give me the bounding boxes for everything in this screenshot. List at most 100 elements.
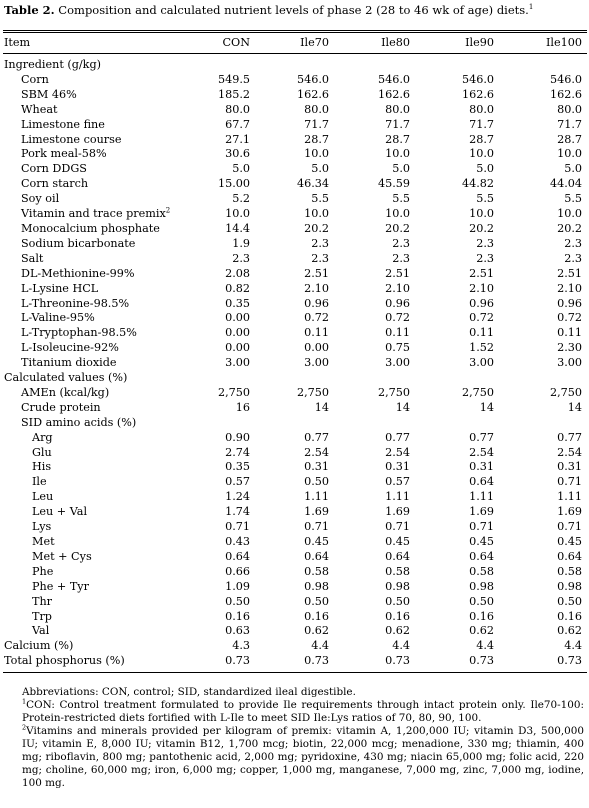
row-label: Monocalcium phosphate [4, 222, 192, 237]
row-label: Wheat [4, 103, 192, 118]
row-label-text: Phe + Tyr [32, 579, 89, 593]
cell-value: 28.7 [304, 132, 329, 146]
cell-value: 0.73 [304, 654, 329, 668]
cell-value: 2.54 [469, 445, 494, 459]
row-label: Thr [4, 595, 192, 610]
cell-value: 28.7 [557, 132, 582, 146]
cell-value: 27.1 [225, 132, 250, 146]
cell-value: 0.66 [225, 564, 250, 578]
table-row: Salt 2.3 2.3 2.3 2.3 2.3 [4, 252, 582, 267]
row-label-text: SBM 46% [21, 87, 77, 101]
cell-value: 2.30 [557, 341, 582, 355]
cell-value: 0.50 [304, 594, 329, 608]
row-label-text: L-Valine-95% [21, 311, 95, 325]
table-title: Composition and calculated nutrient leve… [54, 3, 529, 17]
cell-value: 0.62 [304, 624, 329, 638]
cell-value: 162.6 [296, 87, 329, 101]
cell-value: 2.54 [557, 445, 582, 459]
row-label-text: Glu [32, 445, 52, 459]
table-body: Ingredient (g/kg) Corn 549.5 546.0 546.0 546… [4, 52, 582, 669]
row-label: Phe + Tyr [4, 580, 192, 595]
table-footnotes: Abbreviations: CON, control; SID, standa… [4, 686, 584, 790]
row-label-text: Limestone fine [21, 117, 105, 131]
row-label-text: Monocalcium phosphate [21, 221, 160, 235]
cell-value: 2.3 [476, 251, 494, 265]
row-label-text: L-Isoleucine-92% [21, 341, 119, 355]
footnote-2-text: Vitamins and minerals provided per kilog… [22, 725, 584, 789]
row-label: Glu [4, 446, 192, 461]
cell-value: 44.04 [549, 177, 582, 191]
table-row: Corn DDGS 5.0 5.0 5.0 5.0 5.0 [4, 162, 582, 177]
table-row: Pork meal-58% 30.6 10.0 10.0 10.0 10.0 [4, 147, 582, 162]
header-row: Item CON Ile70 Ile80 Ile90 Ile100 [4, 33, 582, 52]
row-label: Calcium (%) [4, 639, 192, 654]
row-label: Leu + Val [4, 505, 192, 520]
cell-value: 2.10 [385, 281, 410, 295]
cell-value: 1.52 [469, 341, 494, 355]
cell-value: 0.31 [469, 460, 494, 474]
header-item: Item [4, 36, 31, 49]
cell-value: 0.64 [304, 549, 329, 563]
cell-value: 2,750 [461, 385, 494, 399]
row-label: His [4, 460, 192, 475]
cell-value: 1.69 [304, 505, 329, 519]
cell-value: 80.0 [304, 102, 329, 116]
cell-value: 45.59 [377, 177, 410, 191]
cell-value: 0.96 [385, 296, 410, 310]
cell-value: 0.71 [557, 475, 582, 489]
cell-value: 10.0 [469, 207, 494, 221]
row-label: Ile [4, 475, 192, 490]
section-row-ingredients: Ingredient (g/kg) [4, 58, 582, 73]
table-row: Leu + Val 1.74 1.69 1.69 1.69 1.69 [4, 505, 582, 520]
table-row: Monocalcium phosphate 14.4 20.2 20.2 20.2 20.… [4, 222, 582, 237]
cell-value: 2.10 [469, 281, 494, 295]
cell-value: 0.64 [469, 549, 494, 563]
cell-value: 0.71 [469, 520, 494, 534]
cell-value: 10.0 [385, 207, 410, 221]
cell-value: 185.2 [217, 87, 250, 101]
cell-value: 0.50 [385, 594, 410, 608]
row-label-text: Trp [32, 609, 52, 623]
table-row: L-Tryptophan-98.5% 0.00 0.11 0.11 0.11 0.11 [4, 326, 582, 341]
cell-value: 5.0 [232, 162, 250, 176]
section-sid-amino-acids-label: SID amino acids (%) [21, 415, 137, 429]
row-label: Phe [4, 565, 192, 580]
cell-value: 2.51 [304, 266, 329, 280]
row-label-text: Leu + Val [32, 505, 88, 519]
cell-value: 80.0 [557, 102, 582, 116]
cell-value: 2.3 [311, 236, 329, 250]
table-row: Val 0.63 0.62 0.62 0.62 0.62 [4, 624, 582, 639]
row-label-text: Val [32, 624, 50, 638]
row-label-text: Calcium (%) [4, 639, 74, 653]
cell-value: 10.0 [557, 207, 582, 221]
cell-value: 0.64 [557, 549, 582, 563]
table-row: SBM 46% 185.2 162.6 162.6 162.6 162.6 [4, 88, 582, 103]
cell-value: 2.3 [564, 251, 582, 265]
cell-value: 0.72 [469, 311, 494, 325]
table-row: Sodium bicarbonate 1.9 2.3 2.3 2.3 2.3 [4, 237, 582, 252]
row-label-text: Titanium dioxide [21, 356, 117, 370]
cell-value: 0.90 [225, 430, 250, 444]
cell-value: 0.00 [225, 311, 250, 325]
cell-value: 20.2 [304, 221, 329, 235]
row-label: L-Threonine-98.5% [4, 297, 192, 312]
table-row: Leu 1.24 1.11 1.11 1.11 1.11 [4, 490, 582, 505]
cell-value: 14 [314, 400, 329, 414]
cell-value: 2.54 [385, 445, 410, 459]
cell-value: 546.0 [461, 72, 494, 86]
cell-value: 2.51 [385, 266, 410, 280]
row-label: Corn DDGS [4, 162, 192, 177]
cell-value: 1.11 [304, 490, 329, 504]
table-row: Wheat 80.0 80.0 80.0 80.0 80.0 [4, 103, 582, 118]
table-caption: Table 2. Composition and calculated nutr… [4, 3, 533, 17]
cell-value: 2.3 [311, 251, 329, 265]
cell-value: 15.00 [217, 177, 250, 191]
table-row: AMEn (kcal/kg) 2,750 2,750 2,750 2,750 2,750 [4, 386, 582, 401]
cell-value: 0.57 [385, 475, 410, 489]
cell-value: 0.50 [469, 594, 494, 608]
cell-value: 0.96 [469, 296, 494, 310]
cell-value: 10.0 [304, 147, 329, 161]
cell-value: 0.77 [469, 430, 494, 444]
row-label: Arg [4, 431, 192, 446]
